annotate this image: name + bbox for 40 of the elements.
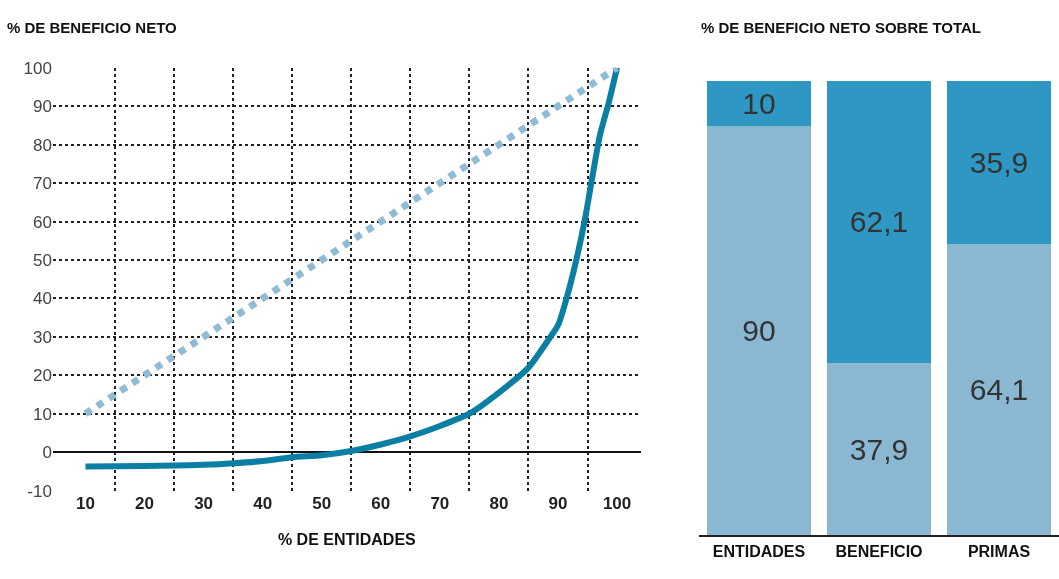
bar bbox=[827, 80, 931, 364]
x-tick-label: 60 bbox=[371, 493, 391, 513]
bar bbox=[707, 126, 811, 536]
data-label: 37,9 bbox=[849, 432, 909, 466]
y-tick-label: 10 bbox=[33, 404, 52, 424]
x-tick-label: PRIMAS bbox=[967, 542, 1031, 560]
data-label: 90 bbox=[742, 314, 776, 348]
y-tick-label: 0 bbox=[42, 443, 52, 463]
y-tick-label: 70 bbox=[33, 174, 52, 194]
y-tick-label: 90 bbox=[33, 97, 52, 117]
chart-title: % DE BENEFICIO NETO SOBRE TOTAL bbox=[701, 19, 982, 36]
y-tick-label: 20 bbox=[33, 366, 52, 386]
bar bbox=[947, 243, 1051, 536]
x-tick-label: ENTIDADES bbox=[712, 542, 806, 560]
x-tick-label: 40 bbox=[253, 493, 273, 513]
x-axis-title: % DE ENTIDADES bbox=[277, 531, 417, 549]
x-tick-label: 70 bbox=[430, 493, 450, 513]
data-label: 62,1 bbox=[849, 205, 909, 239]
x-tick-label: 10 bbox=[75, 493, 95, 513]
data-label: 10 bbox=[742, 86, 776, 120]
chart-title: % DE BENEFICIO NETO bbox=[7, 19, 178, 36]
x-tick-label: BENEFICIO bbox=[835, 542, 923, 560]
x-tick-label: 100 bbox=[602, 493, 632, 513]
data-label: 64,1 bbox=[969, 373, 1029, 407]
y-tick-label: 40 bbox=[33, 289, 52, 309]
bar bbox=[947, 80, 1051, 244]
y-tick-label: -10 bbox=[27, 481, 52, 501]
data-label: 35,9 bbox=[969, 145, 1029, 179]
x-tick-label: 20 bbox=[135, 493, 154, 513]
y-tick-label: 80 bbox=[33, 135, 52, 155]
bar bbox=[827, 363, 931, 536]
x-tick-label: 80 bbox=[489, 493, 509, 513]
x-tick-label: 30 bbox=[194, 493, 214, 513]
y-tick-label: 50 bbox=[33, 250, 52, 270]
y-tick-label: 30 bbox=[33, 327, 52, 347]
y-tick-label: 60 bbox=[33, 212, 52, 232]
bar bbox=[707, 80, 811, 127]
x-tick-label: 90 bbox=[548, 493, 568, 513]
y-tick-label: 100 bbox=[23, 58, 52, 78]
x-tick-label: 50 bbox=[312, 493, 332, 513]
